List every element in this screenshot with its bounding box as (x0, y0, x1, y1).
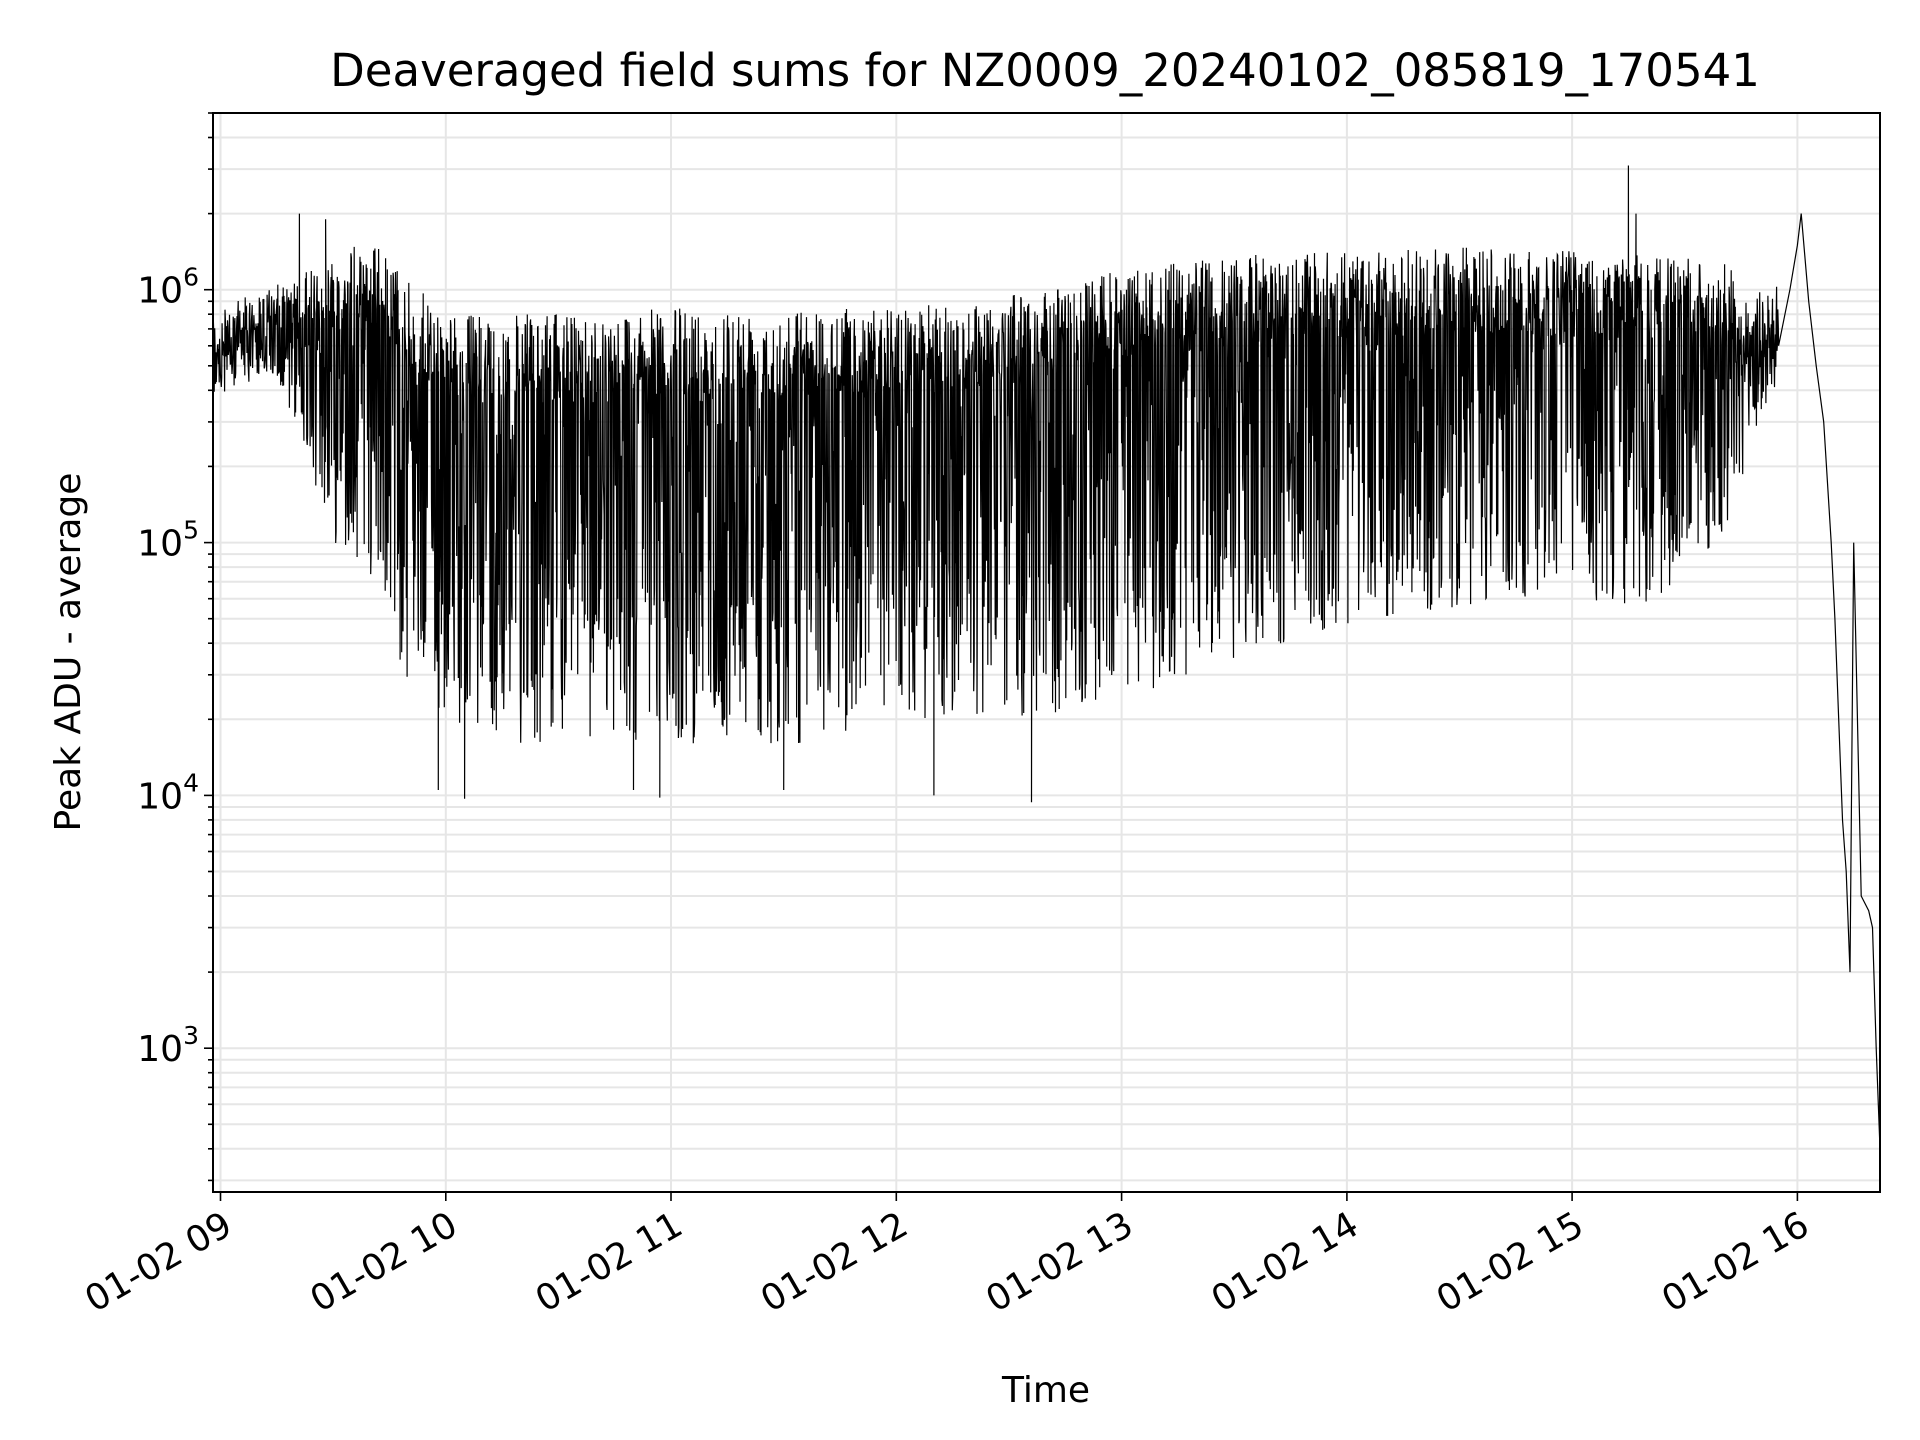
y-axis-label: Peak ADU - average (48, 473, 89, 832)
series-line (212, 165, 1881, 1149)
chart-title: Deaveraged field sums for NZ0009_2024010… (330, 44, 1760, 97)
x-axis-label: Time (1001, 1370, 1090, 1411)
series-layer (212, 165, 1881, 1149)
plot-frame (212, 112, 1881, 1193)
